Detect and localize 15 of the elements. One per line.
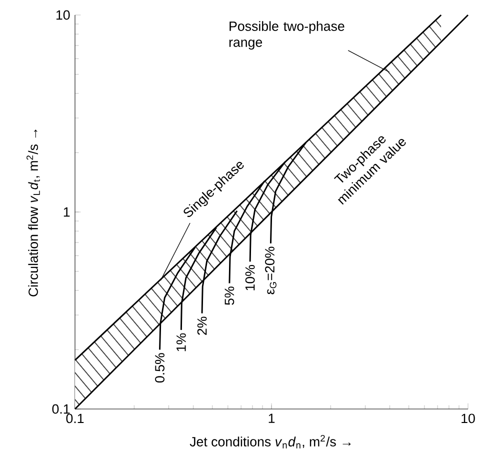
- y-axis-title: Circulation flow v$_{L}$d$_{t}$, m$^{2}$/s →: [26, 130, 40, 296]
- annotation: ε$_{G}$=20%: [265, 246, 276, 294]
- x-tick-label: 1: [268, 414, 275, 423]
- annotation: 10%: [245, 265, 255, 290]
- annotation: 1%: [176, 333, 186, 352]
- x-tick-label: 10: [462, 414, 475, 424]
- x-tick-label: 0.1: [66, 414, 84, 424]
- annotation: 2%: [197, 316, 207, 335]
- annotation: 0.5%: [155, 353, 164, 383]
- annotation: Possible two-phase range: [229, 21, 344, 50]
- y-tick-label: 10: [56, 10, 70, 20]
- y-tick-label: 1: [64, 207, 70, 217]
- x-axis-title: Jet conditions v$_{n}$d$_{n}$, m$^{2}$/s →: [190, 434, 351, 448]
- annotation: 5%: [224, 286, 234, 305]
- y-tick-label: 0.1: [52, 404, 70, 414]
